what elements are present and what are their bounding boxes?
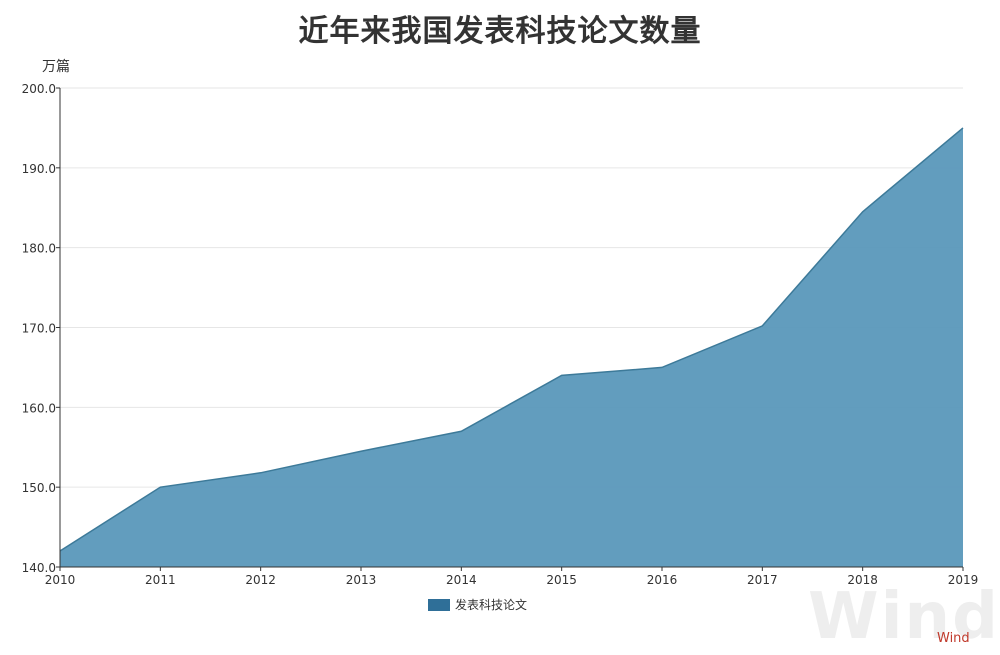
- series-line: [59, 127, 964, 552]
- y-tick-label: 140.0: [22, 561, 56, 575]
- x-tick-label: 2013: [346, 573, 377, 587]
- x-tick-label: 2015: [546, 573, 577, 587]
- legend-label: 发表科技论文: [455, 598, 528, 612]
- x-tick-label: 2014: [446, 573, 477, 587]
- x-tick-label: 2018: [847, 573, 878, 587]
- x-tick-label: 2017: [747, 573, 778, 587]
- chart-title: 近年来我国发表科技论文数量: [298, 14, 702, 49]
- y-tick-label: 160.0: [22, 401, 56, 415]
- watermark-logo: Wind: [808, 580, 1000, 654]
- x-tick-label: 2010: [45, 573, 76, 587]
- y-tick-label: 200.0: [22, 82, 56, 96]
- x-tick-label: 2011: [145, 573, 176, 587]
- x-tick-label: 2016: [647, 573, 678, 587]
- y-axis-unit: 万篇: [42, 59, 70, 75]
- y-tick-label: 150.0: [22, 481, 56, 495]
- watermark-text: Wind: [937, 631, 970, 646]
- y-tick-label: 170.0: [22, 322, 56, 336]
- legend-swatch: [428, 598, 450, 611]
- series-area: [60, 127, 963, 568]
- x-tick-label: 2019: [948, 573, 979, 587]
- x-tick-label: 2012: [245, 573, 276, 587]
- legend[interactable]: 发表科技论文: [428, 596, 527, 613]
- y-tick-label: 190.0: [22, 162, 56, 176]
- y-tick-label: 180.0: [22, 242, 56, 256]
